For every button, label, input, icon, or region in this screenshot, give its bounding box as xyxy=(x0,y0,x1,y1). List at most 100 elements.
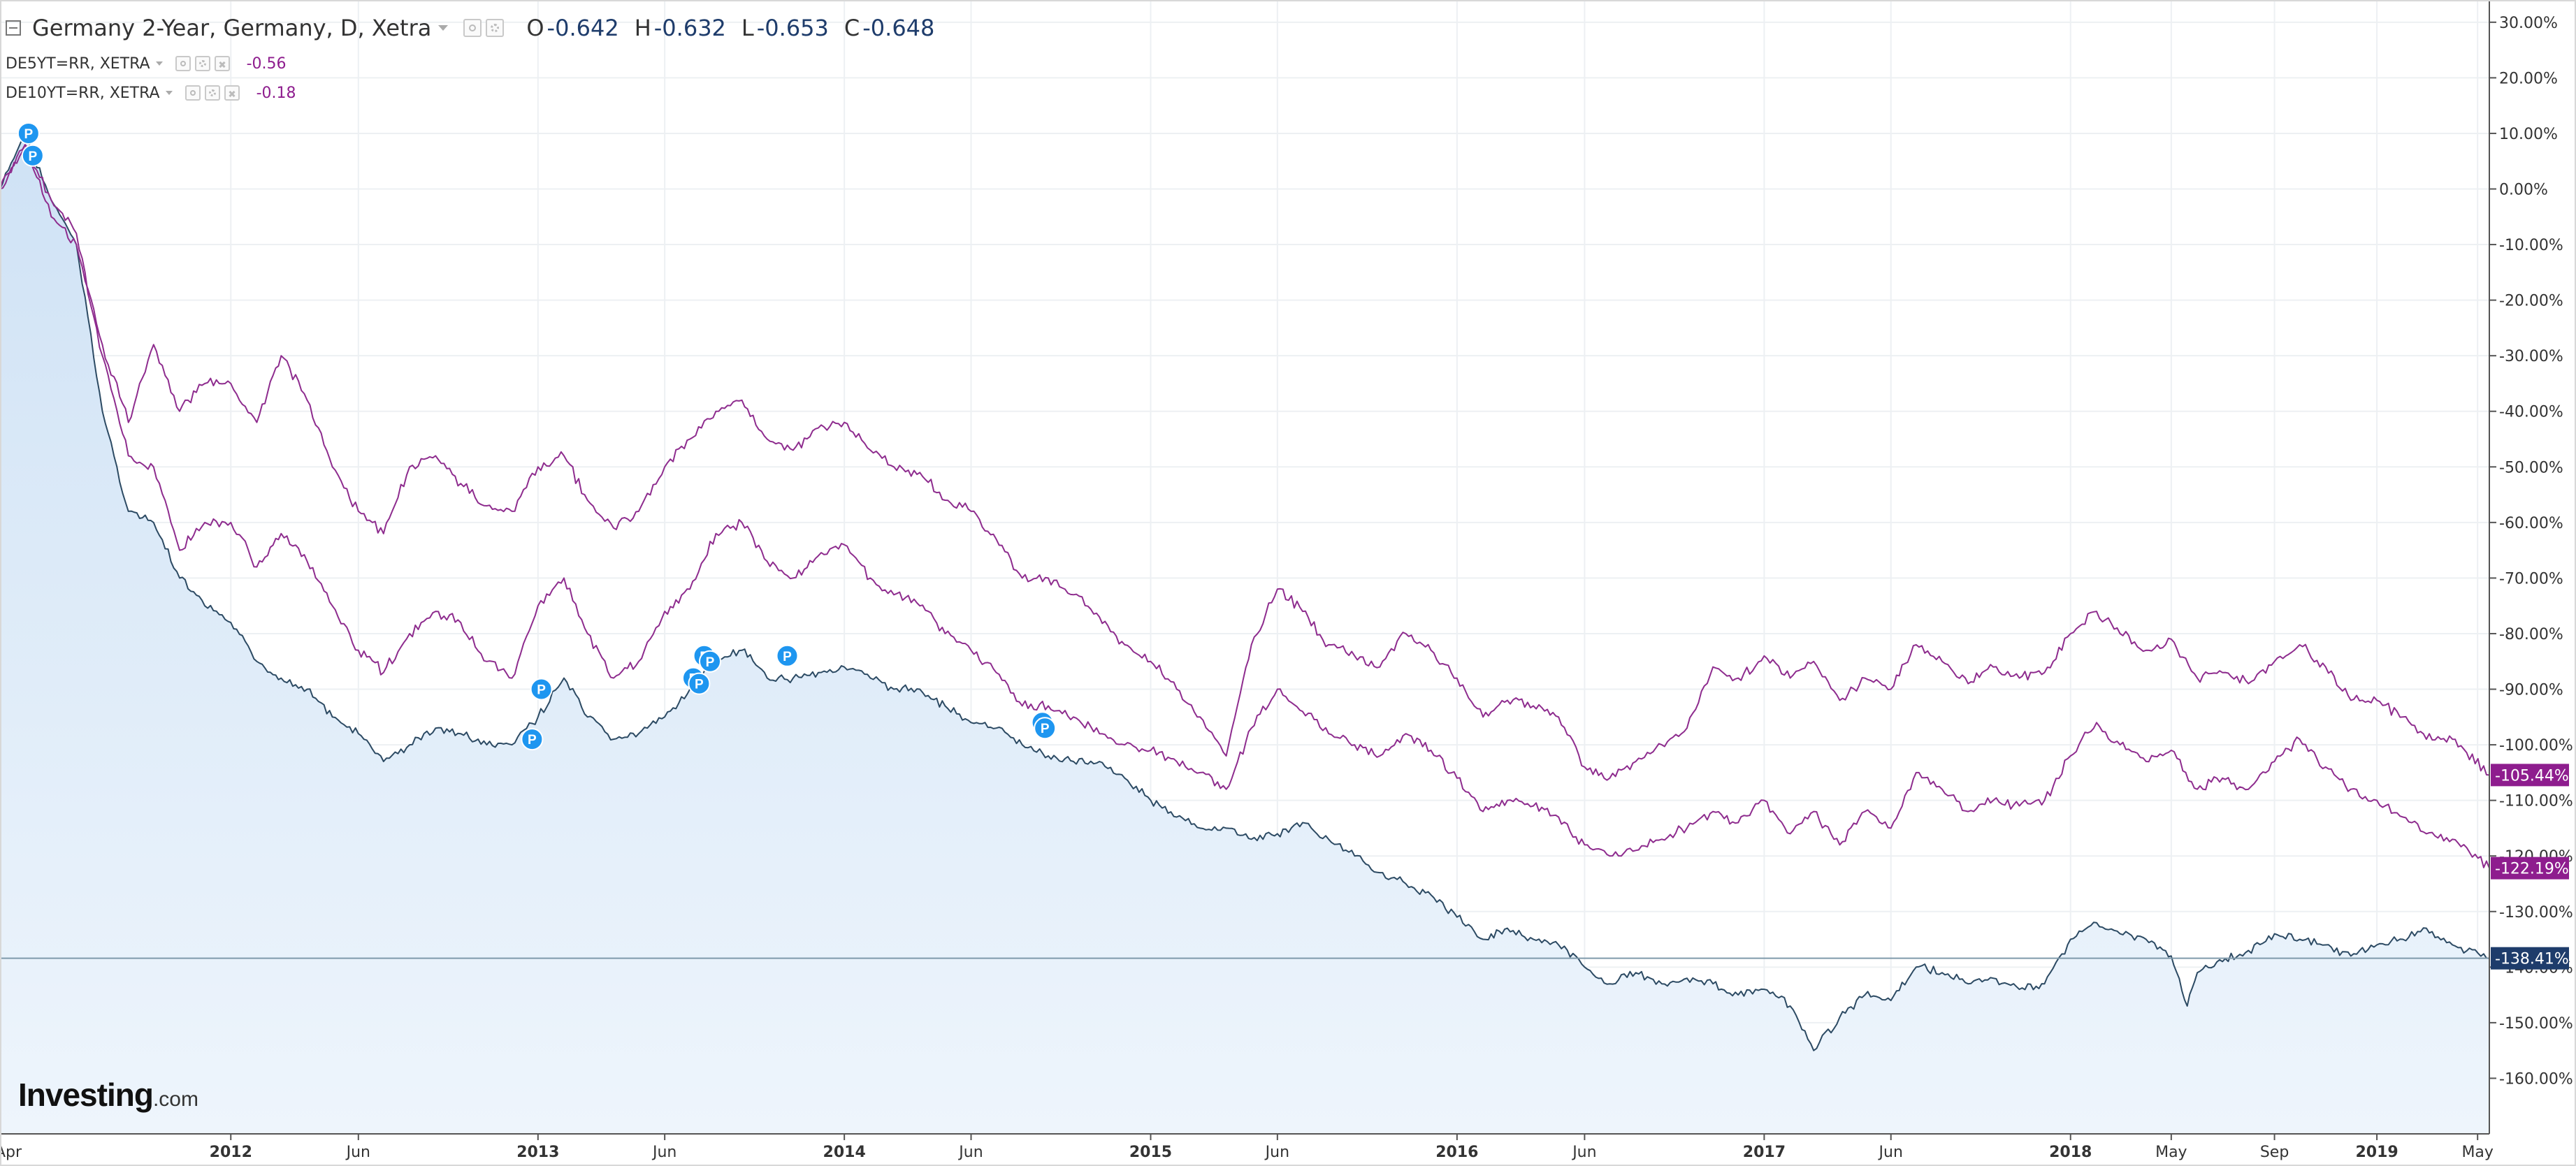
y-tick-label: 30.00% xyxy=(2499,15,2558,32)
marker-circle xyxy=(530,678,553,701)
chevron-down-icon[interactable] xyxy=(155,61,163,66)
y-tick-label: -40.00% xyxy=(2499,404,2563,421)
y-axis-panel xyxy=(2489,0,2576,1166)
last-value-tag-bg xyxy=(2491,947,2569,970)
last-value-tag-bg xyxy=(2491,857,2569,880)
x-tick-label: 2015 xyxy=(1129,1144,1172,1161)
visibility-icon[interactable] xyxy=(463,19,482,37)
investing-logo: Investing.com xyxy=(18,1076,198,1114)
settings-icon[interactable] xyxy=(204,85,220,101)
x-tick-label: 2016 xyxy=(1435,1144,1478,1161)
x-tick-label: Jun xyxy=(957,1144,983,1161)
chevron-down-icon[interactable] xyxy=(438,25,449,31)
marker-circle xyxy=(698,650,721,673)
settings-icon[interactable] xyxy=(194,56,210,71)
y-tick-label: -130.00% xyxy=(2499,904,2573,921)
high-value: -0.632 xyxy=(653,15,726,41)
x-tick-label: 2017 xyxy=(1743,1144,1786,1161)
marker-circle xyxy=(21,144,44,167)
close-icon[interactable] xyxy=(214,56,230,71)
marker-circle xyxy=(776,644,799,667)
event-marker: P xyxy=(521,728,544,751)
series-line xyxy=(0,143,2490,868)
logo-suffix: .com xyxy=(152,1088,198,1111)
x-tick-label: Apr xyxy=(0,1144,22,1161)
close-value: -0.648 xyxy=(862,15,935,41)
marker-circle xyxy=(688,672,711,695)
event-marker: P xyxy=(21,144,44,167)
y-tick-label: -70.00% xyxy=(2499,570,2563,588)
x-tick-label: 2018 xyxy=(2049,1144,2092,1161)
last-value-tag-label: -122.19% xyxy=(2495,861,2569,878)
last-value-tag: -122.19% xyxy=(2491,857,2569,880)
y-tick-label: -90.00% xyxy=(2499,682,2563,699)
close-icon[interactable] xyxy=(224,85,240,101)
de10yt-series-title[interactable]: DE10YT=RR, XETRA xyxy=(6,84,160,102)
x-tick-label: 2019 xyxy=(2355,1144,2398,1161)
collapse-legend-icon[interactable] xyxy=(6,20,21,36)
marker-letter: P xyxy=(783,650,792,664)
x-tick-label: 2012 xyxy=(210,1144,252,1161)
last-value-tag-bg xyxy=(2491,764,2569,787)
y-tick-label: -10.00% xyxy=(2499,237,2563,254)
last-value-tag: -138.41% xyxy=(2491,947,2569,970)
x-tick-label: Jun xyxy=(1878,1144,1903,1161)
marker-letter: P xyxy=(1041,722,1050,736)
x-tick-label: Jun xyxy=(651,1144,676,1161)
y-tick-label: -60.00% xyxy=(2499,515,2563,532)
marker-circle xyxy=(521,728,544,751)
legend-main-row: Germany 2-Year, Germany, D, Xetra O -0.64… xyxy=(6,7,934,49)
visibility-icon[interactable] xyxy=(175,56,191,71)
chevron-down-icon[interactable] xyxy=(165,91,173,95)
low-value: -0.653 xyxy=(756,15,829,41)
x-tick-label: 2014 xyxy=(823,1144,866,1161)
marker-letter: P xyxy=(528,733,537,748)
x-tick-label: Jun xyxy=(1264,1144,1289,1161)
y-tick-label: -30.00% xyxy=(2499,348,2563,365)
event-marker: P xyxy=(1034,717,1057,740)
y-tick-label: -50.00% xyxy=(2499,459,2563,476)
marker-letter: P xyxy=(24,127,33,142)
x-tick-label: Jun xyxy=(1571,1144,1596,1161)
series-line xyxy=(0,143,2490,781)
marker-letter: P xyxy=(706,655,715,670)
legend-sub-row-de10yt: DE10YT=RR, XETRA -0.18 xyxy=(6,78,934,108)
marker-letter: P xyxy=(695,678,704,692)
marker-circle xyxy=(17,122,40,145)
y-tick-label: -80.00% xyxy=(2499,626,2563,643)
marker-letter: P xyxy=(28,150,37,164)
ohlc-values: O -0.642 H -0.632 L -0.653 C -0.648 xyxy=(526,15,935,41)
main-series-title[interactable]: Germany 2-Year, Germany, D, Xetra xyxy=(32,15,432,41)
marker-circle xyxy=(1034,717,1057,740)
x-tick-label: Sep xyxy=(2260,1144,2289,1161)
settings-icon[interactable] xyxy=(486,19,505,37)
x-tick-label: May xyxy=(2155,1144,2187,1161)
de10yt-value: -0.18 xyxy=(256,84,296,102)
series-area-fill xyxy=(0,133,2489,1134)
event-marker: P xyxy=(17,122,40,145)
de5yt-value: -0.56 xyxy=(246,54,287,73)
visibility-icon[interactable] xyxy=(184,85,201,101)
x-tick-label: May xyxy=(2461,1144,2493,1161)
last-value-tag-label: -105.44% xyxy=(2495,767,2569,785)
event-marker: P xyxy=(688,672,711,695)
event-marker: P xyxy=(698,650,721,673)
y-tick-label: -110.00% xyxy=(2499,793,2573,810)
chart-legend: Germany 2-Year, Germany, D, Xetra O -0.64… xyxy=(6,7,934,108)
y-tick-label: -20.00% xyxy=(2499,293,2563,310)
series-line xyxy=(0,132,2490,1051)
marker-letter: P xyxy=(537,683,546,698)
open-value: -0.642 xyxy=(547,15,619,41)
de5yt-series-title[interactable]: DE5YT=RR, XETRA xyxy=(6,54,150,73)
x-axis-panel xyxy=(0,1134,2576,1166)
legend-sub-row-de5yt: DE5YT=RR, XETRA -0.56 xyxy=(6,49,934,78)
y-tick-label: -100.00% xyxy=(2499,737,2573,755)
last-value-tag-label: -138.41% xyxy=(2495,951,2569,968)
y-tick-label: 0.00% xyxy=(2499,182,2548,199)
event-marker: P xyxy=(530,678,553,701)
y-tick-label: -150.00% xyxy=(2499,1015,2573,1033)
y-tick-label: 10.00% xyxy=(2499,126,2558,143)
last-value-tag: -105.44% xyxy=(2491,764,2569,787)
